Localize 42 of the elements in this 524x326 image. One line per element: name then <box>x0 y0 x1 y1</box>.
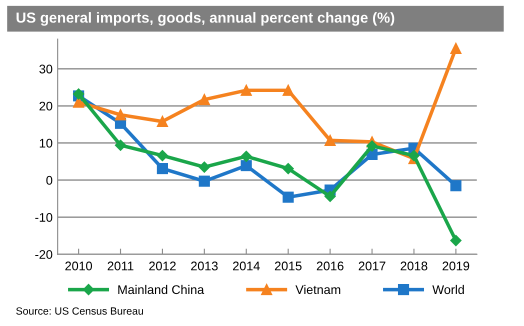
y-tick-label: -10 <box>35 212 52 222</box>
y-tick-label: 10 <box>40 138 52 148</box>
point <box>156 163 168 174</box>
point <box>408 150 420 162</box>
point <box>324 190 336 202</box>
point <box>282 162 294 174</box>
legend-label: World <box>432 284 464 294</box>
y-tick-label: -20 <box>35 250 52 259</box>
chart-title: US general imports, goods, annual percent change (%) <box>16 12 394 26</box>
y-tick-label: 20 <box>40 102 52 111</box>
point <box>156 116 168 128</box>
source-note: Source: US Census Bureau <box>16 307 143 315</box>
x-tick-label: 2013 <box>191 262 218 270</box>
x-tick-label: 2015 <box>274 262 302 270</box>
y-tick-label: 30 <box>39 64 52 74</box>
point <box>156 150 168 162</box>
x-tick-label: 2019 <box>442 262 470 270</box>
point <box>282 84 294 96</box>
point <box>450 180 462 192</box>
point <box>114 140 126 151</box>
legend-label: Mainland China <box>118 284 204 294</box>
legend-label: Vietnam <box>295 284 340 294</box>
point <box>198 176 210 187</box>
point <box>198 161 210 173</box>
y-tick-label: 0 <box>46 176 52 185</box>
x-tick-label: 2012 <box>149 262 176 270</box>
point <box>366 140 378 152</box>
point <box>240 150 252 162</box>
x-tick-label: 2018 <box>400 262 428 270</box>
x-tick-label: 2011 <box>108 262 134 270</box>
point <box>114 109 126 120</box>
x-tick-label: 2014 <box>233 262 260 270</box>
point <box>450 42 462 54</box>
point <box>240 160 252 172</box>
point <box>450 234 462 246</box>
point <box>240 84 252 96</box>
x-tick-label: 2010 <box>65 262 92 270</box>
point <box>198 94 210 106</box>
x-tick-label: 2017 <box>358 262 386 270</box>
point <box>324 134 336 146</box>
x-tick-label: 2016 <box>316 262 344 270</box>
point <box>282 192 294 203</box>
